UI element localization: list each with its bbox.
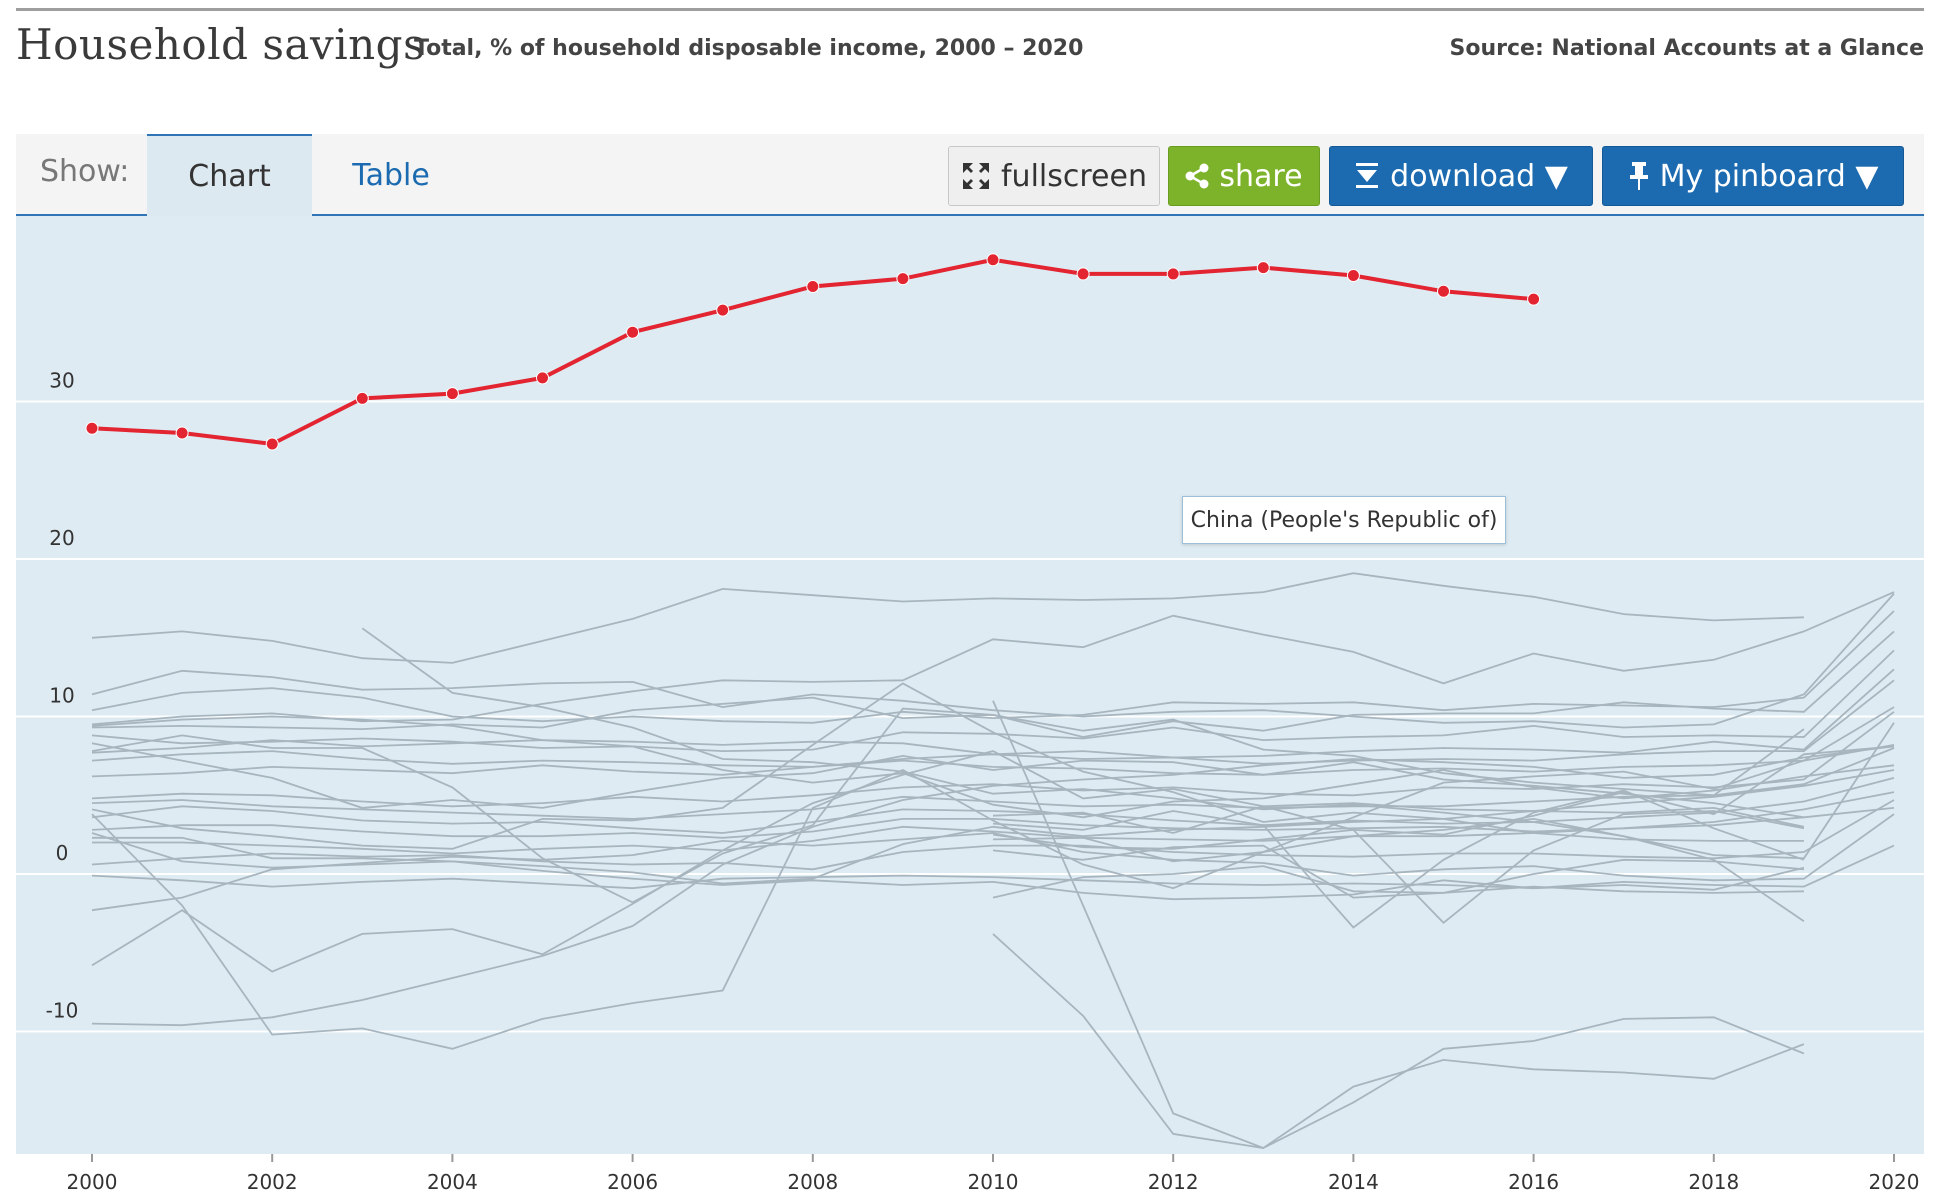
series-line-27 [91, 832, 1805, 901]
pin-icon [1628, 161, 1650, 191]
x-tick-label: 2018 [1688, 1170, 1739, 1194]
series-line-16 [91, 813, 1895, 912]
china-data-point [265, 437, 279, 451]
china-data-point [626, 325, 640, 339]
china-data-point [1437, 284, 1450, 298]
chart-area: 30 20 10 0 -10 2000 2002 2004 2006 2008 2010 2012 2… [16, 216, 1924, 1194]
download-button[interactable]: download ▼ [1329, 146, 1593, 206]
share-button[interactable]: share [1168, 146, 1320, 206]
series-line-21 [91, 715, 1895, 819]
series-line-3 [91, 610, 1895, 724]
series-line-6 [91, 649, 1895, 753]
series-line-24 [91, 742, 1805, 819]
china-line [85, 253, 1541, 451]
series-line-18 [91, 745, 1895, 973]
tab-table[interactable]: Table [352, 157, 430, 193]
show-label: Show: [40, 154, 130, 189]
series-line-19 [91, 745, 1895, 1027]
y-tick-label: 10 [49, 684, 74, 708]
y-tick-label: -10 [46, 999, 79, 1023]
source-label: Source: National Accounts at a Glance [1449, 36, 1924, 61]
y-tick-label: 30 [49, 369, 74, 393]
other-country-lines [91, 572, 1895, 1149]
china-data-point [896, 272, 910, 286]
x-tick-label: 2002 [247, 1170, 298, 1194]
series-line-4 [91, 591, 1895, 726]
china-data-point [1527, 292, 1541, 306]
download-label: download ▼ [1390, 158, 1568, 194]
tab-chart[interactable]: Chart [147, 134, 312, 216]
series-line-20 [91, 744, 1895, 1050]
series-line-7 [91, 668, 1895, 759]
series-line-32 [992, 810, 1805, 925]
china-data-point [355, 391, 369, 405]
series-line-1 [91, 572, 1804, 664]
y-axis-ticks: 30 20 10 0 -10 [46, 369, 79, 1023]
x-axis-ticks: 2000 2002 2004 2006 2008 2010 2012 2014 2016 2018… [67, 1154, 1920, 1194]
x-tick-label: 2010 [968, 1170, 1019, 1194]
china-data-point [1076, 267, 1090, 281]
fullscreen-button[interactable]: fullscreen [948, 146, 1160, 206]
series-line-2 [91, 593, 1895, 729]
x-tick-label: 2006 [607, 1170, 658, 1194]
expand-icon [961, 161, 991, 191]
series-line-10 [91, 711, 1895, 808]
china-data-point [1166, 267, 1180, 281]
share-label: share [1219, 158, 1303, 194]
x-tick-label: 2004 [427, 1170, 478, 1194]
series-line-28 [992, 933, 1805, 1149]
x-tick-label: 2016 [1508, 1170, 1559, 1194]
series-line-35 [992, 802, 1805, 834]
series-line-33 [992, 817, 1805, 923]
china-data-point [806, 280, 820, 294]
china-data-point [175, 426, 189, 440]
pinboard-label: My pinboard ▼ [1659, 158, 1879, 194]
series-line-9 [91, 706, 1895, 778]
top-rule [16, 8, 1924, 11]
series-line-8 [91, 679, 1895, 768]
share-icon [1185, 163, 1209, 189]
x-tick-label: 2014 [1328, 1170, 1379, 1194]
chart-toolbar: Show: Chart Table fullscreen [16, 134, 1924, 216]
china-data-point [536, 371, 549, 385]
series-line-25 [91, 682, 1804, 850]
series-line-12 [91, 777, 1895, 834]
x-tick-label: 2000 [67, 1170, 118, 1194]
china-data-point [1256, 261, 1270, 275]
page-subtitle: Total, % of household disposable income,… [414, 36, 1084, 61]
fullscreen-label: fullscreen [1001, 158, 1147, 194]
series-tooltip: China (People's Republic of) [1182, 496, 1506, 544]
series-line-15 [91, 799, 1895, 871]
china-data-point [986, 253, 1000, 267]
y-tick-label: 0 [56, 841, 69, 865]
x-tick-label: 2012 [1148, 1170, 1199, 1194]
x-tick-label: 2020 [1869, 1170, 1920, 1194]
pinboard-button[interactable]: My pinboard ▼ [1602, 146, 1904, 206]
series-line-30 [992, 865, 1804, 899]
series-line-34 [992, 844, 1804, 899]
series-line-26 [91, 707, 1805, 904]
china-data-point [716, 303, 730, 317]
y-tick-label: 20 [49, 526, 74, 550]
series-line-29 [992, 700, 1805, 1149]
download-icon [1354, 162, 1380, 190]
china-data-point [445, 387, 459, 401]
page-title: Household savings [16, 20, 426, 69]
x-tick-label: 2008 [787, 1170, 838, 1194]
china-data-point [85, 421, 99, 435]
china-data-point [1346, 269, 1360, 282]
series-line-22 [92, 769, 1895, 885]
series-line-17 [91, 844, 1895, 890]
